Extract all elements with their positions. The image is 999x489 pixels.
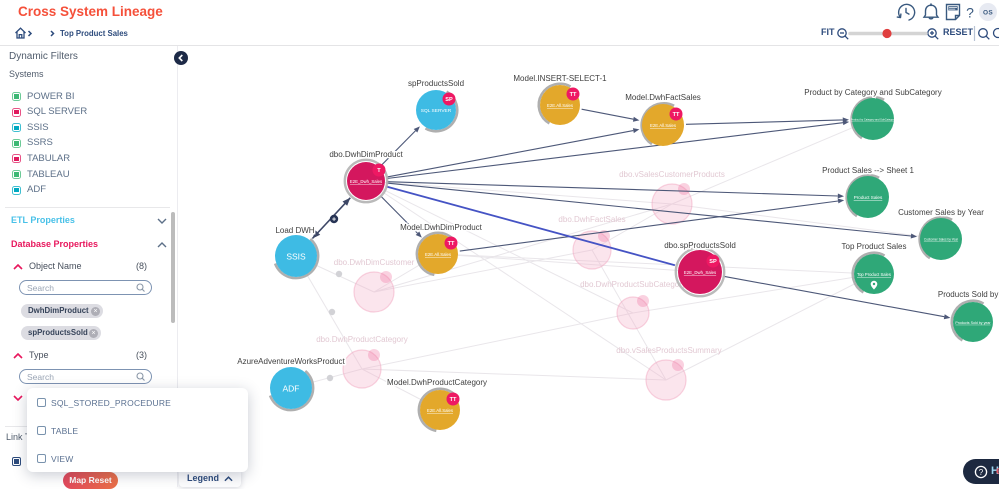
svg-text:OS: OS	[983, 10, 993, 17]
svg-text:SP: SP	[709, 259, 717, 265]
svg-text:Customer Sales by Year: Customer Sales by Year	[924, 238, 959, 242]
svg-text:SP: SP	[445, 97, 453, 103]
svg-text:TT: TT	[450, 397, 457, 403]
svg-text:TT: TT	[570, 92, 577, 98]
svg-text:Load DWH: Load DWH	[275, 226, 314, 235]
svg-text:T: T	[377, 168, 381, 174]
svg-text:Customer Sales by Year: Customer Sales by Year	[898, 208, 984, 217]
svg-text:AzureAdventureWorksProduct: AzureAdventureWorksProduct	[237, 357, 345, 366]
svg-text:Top Product Sales: Top Product Sales	[857, 272, 891, 277]
svg-text:dbo.vSalesProductsSummary: dbo.vSalesProductsSummary	[616, 346, 721, 355]
svg-text:Product Sales: Product Sales	[854, 195, 883, 200]
svg-text:Products Sold by year: Products Sold by year	[955, 321, 991, 325]
svg-text:dbo.DwhDimCustomer: dbo.DwhDimCustomer	[334, 258, 415, 267]
svg-text:TT: TT	[673, 112, 680, 118]
svg-text:?: ?	[966, 5, 974, 21]
svg-text:Product by Category and SubCat: Product by Category and SubCategory	[851, 117, 896, 121]
svg-text:dbo.vSalesCustomerProducts: dbo.vSalesCustomerProducts	[619, 170, 725, 179]
svg-text:Model.DwhDimProduct: Model.DwhDimProduct	[400, 223, 483, 232]
svg-text:Products Sold by year: Products Sold by year	[938, 290, 999, 299]
svg-text:Product Sales --> Sheet 1: Product Sales --> Sheet 1	[822, 166, 914, 175]
svg-text:E2E.All.Sales: E2E.All.Sales	[650, 123, 676, 128]
svg-text:Top Product Sales: Top Product Sales	[842, 242, 907, 251]
svg-text:E2E_Dwh_Sales: E2E_Dwh_Sales	[684, 270, 716, 275]
svg-text:spProductsSold: spProductsSold	[408, 79, 464, 88]
svg-text:ADF: ADF	[283, 384, 300, 394]
svg-text:dbo.spProductsSold: dbo.spProductsSold	[664, 241, 736, 250]
svg-text:dbo.DwhFactSales: dbo.DwhFactSales	[558, 215, 625, 224]
svg-text:TT: TT	[448, 241, 455, 247]
svg-text:+: +	[332, 216, 336, 223]
svg-text:dbo.DwhProductSubCategory: dbo.DwhProductSubCategory	[580, 280, 686, 289]
svg-text:Model.DwhProductCategory: Model.DwhProductCategory	[387, 378, 487, 387]
svg-text:Model.DwhFactSales: Model.DwhFactSales	[625, 93, 701, 102]
svg-text:SSIS: SSIS	[286, 252, 306, 262]
svg-text:E2E.All.Sales: E2E.All.Sales	[427, 408, 453, 413]
svg-text:E2E.All.Sales: E2E.All.Sales	[547, 103, 573, 108]
svg-text:Product by Category and SubCat: Product by Category and SubCategory	[804, 88, 941, 97]
svg-text:dbo.DwhProductCategory: dbo.DwhProductCategory	[316, 335, 408, 344]
svg-text:E2E_Dwh_Sales: E2E_Dwh_Sales	[350, 179, 382, 184]
svg-text:?: ?	[979, 468, 984, 477]
svg-text:Model.INSERT-SELECT-1: Model.INSERT-SELECT-1	[513, 74, 607, 83]
svg-text:dbo.DwhDimProduct: dbo.DwhDimProduct	[329, 150, 403, 159]
svg-text:E2E.All.Sales: E2E.All.Sales	[425, 252, 451, 257]
svg-text:SQL SERVER: SQL SERVER	[421, 108, 452, 114]
